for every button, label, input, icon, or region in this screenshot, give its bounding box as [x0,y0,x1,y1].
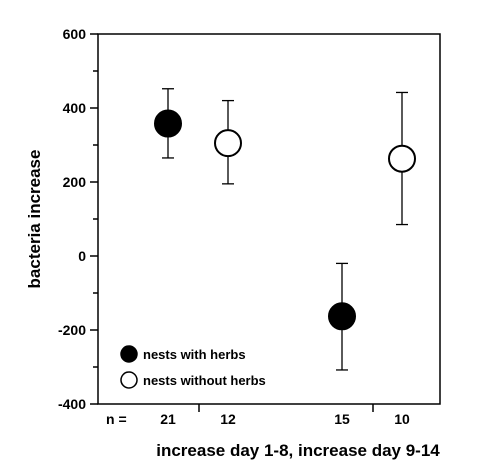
sample-size-prefix: n = [106,411,127,427]
y-axis-title: bacteria increase [25,150,44,289]
x-axis-title: increase day 1-8, increase day 9-14 [156,441,440,460]
data-marks [155,89,415,370]
y-tick-label-600: 600 [63,26,87,42]
y-tick-label-200: 200 [63,174,87,190]
data-point-nests-without-herbs-1 [389,146,415,172]
y-tick-label--400: -400 [58,396,86,412]
sample-size-nests-with-herbs-1: 15 [334,411,350,427]
legend-label-nests-with-herbs: nests with herbs [143,347,246,362]
legend-marker-nests-with-herbs [121,346,137,362]
sample-size-nests-without-herbs-0: 12 [220,411,236,427]
data-point-nests-without-herbs-0 [215,130,241,156]
data-point-nests-with-herbs-0 [155,111,181,137]
sample-size-row: n = 21 15 12 10 [106,404,410,427]
legend-label-nests-without-herbs: nests without herbs [143,373,266,388]
legend: nests with herbs nests without herbs [121,346,266,388]
sample-size-nests-without-herbs-1: 10 [394,411,410,427]
y-tick-label-0: 0 [78,248,86,264]
data-point-nests-with-herbs-1 [329,303,355,329]
legend-marker-nests-without-herbs [121,372,137,388]
y-tick-label-400: 400 [63,100,87,116]
y-axis: 600 400 200 0 -200 -400 [58,26,98,412]
y-tick-label--200: -200 [58,322,86,338]
sample-size-nests-with-herbs-0: 21 [160,411,176,427]
